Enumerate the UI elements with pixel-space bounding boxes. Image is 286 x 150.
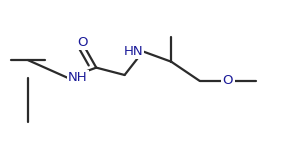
Text: O: O — [77, 36, 87, 49]
Text: O: O — [223, 74, 233, 87]
Text: HN: HN — [123, 45, 143, 58]
Text: NH: NH — [68, 71, 88, 84]
